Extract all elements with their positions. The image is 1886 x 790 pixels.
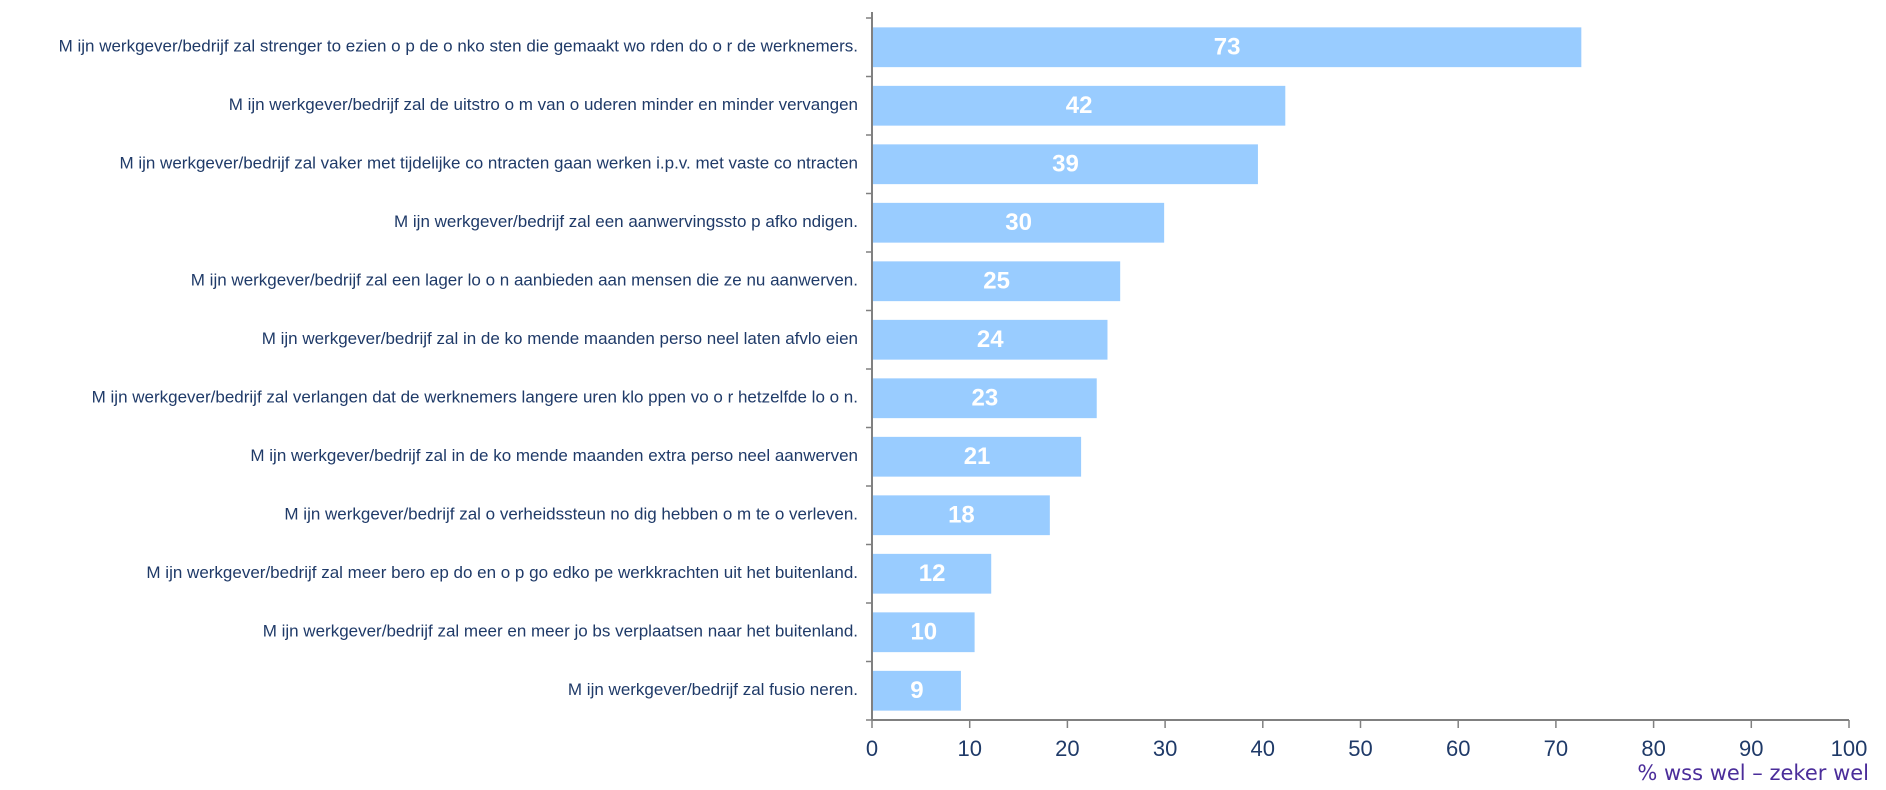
bar: [873, 553, 992, 594]
category-label: M ijn werkgever/bedrijf zal strenger to …: [59, 37, 858, 56]
category-label: M ijn werkgever/bedrijf zal verlangen da…: [92, 388, 858, 407]
bar: [873, 670, 961, 711]
bar-value-label: 23: [972, 385, 999, 412]
x-tick-label: 20: [1055, 736, 1079, 761]
category-label: M ijn werkgever/bedrijf zal fusio neren.: [568, 680, 858, 699]
x-tick-label: 70: [1544, 736, 1568, 761]
bar: [873, 612, 975, 653]
category-label: M ijn werkgever/bedrijf zal in de ko men…: [250, 446, 858, 465]
bars-layer: [873, 27, 1582, 711]
bar: [873, 202, 1165, 243]
bar: [873, 319, 1108, 360]
x-tick-label: 100: [1831, 736, 1868, 761]
x-tick-label: 60: [1446, 736, 1470, 761]
category-label: M ijn werkgever/bedrijf zal vaker met ti…: [119, 154, 858, 173]
category-label: M ijn werkgever/bedrijf zal o verheidsst…: [284, 505, 858, 524]
x-axis-title: % wss wel – zeker wel: [1637, 761, 1869, 785]
bar: [873, 378, 1097, 419]
bar-value-label: 10: [910, 619, 937, 646]
category-label: M ijn werkgever/bedrijf zal een lager lo…: [191, 271, 858, 290]
x-axis-ticks: 0 10 20 30 40 50 60 70 80 90 100: [866, 17, 1868, 761]
bar-value-label: 9: [910, 677, 923, 704]
bar-value-label: 39: [1052, 151, 1079, 178]
category-label: M ijn werkgever/bedrijf zal de uitstro o…: [229, 95, 858, 114]
bar: [873, 27, 1582, 68]
bar: [873, 261, 1121, 302]
bar-value-label: 73: [1214, 34, 1241, 61]
bar-value-label: 21: [964, 443, 991, 470]
value-labels: 73 42 39 30 25 24 23 21 18 12 10 9: [910, 34, 1240, 705]
bar: [873, 436, 1082, 477]
x-tick-label: 30: [1153, 736, 1177, 761]
category-label: M ijn werkgever/bedrijf zal in de ko men…: [262, 329, 858, 348]
bar: [873, 495, 1050, 536]
category-label: M ijn werkgever/bedrijf zal meer en meer…: [263, 622, 858, 641]
bar-value-label: 12: [919, 560, 946, 587]
x-tick-label: 40: [1251, 736, 1275, 761]
category-label: M ijn werkgever/bedrijf zal meer bero ep…: [146, 563, 858, 582]
bar-value-label: 30: [1005, 209, 1032, 236]
x-tick-label: 80: [1641, 736, 1665, 761]
bar: [873, 144, 1258, 185]
x-tick-label: 10: [957, 736, 981, 761]
x-tick-label: 0: [866, 736, 878, 761]
bar: [873, 85, 1286, 126]
x-tick-label: 50: [1348, 736, 1372, 761]
x-tick-label: 90: [1739, 736, 1763, 761]
category-labels: M ijn werkgever/bedrijf zal strenger to …: [59, 37, 858, 700]
bar-value-label: 18: [948, 502, 975, 529]
category-label: M ijn werkgever/bedrijf zal een aanwervi…: [394, 212, 858, 231]
bar-value-label: 24: [977, 326, 1004, 353]
bar-value-label: 25: [983, 268, 1010, 295]
bar-value-label: 42: [1066, 92, 1093, 119]
